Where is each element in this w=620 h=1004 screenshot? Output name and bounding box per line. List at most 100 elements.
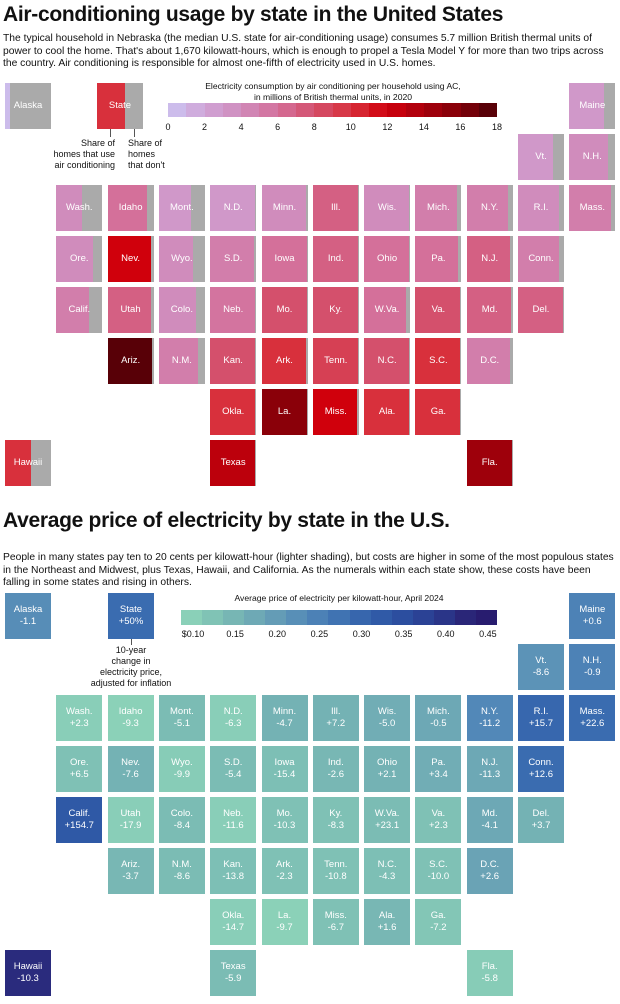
no-ac-share-fill — [193, 236, 205, 282]
price-change-value: -2.6 — [327, 769, 344, 780]
sample-change-value: +50% — [118, 616, 144, 627]
price-colorbar-step — [370, 610, 392, 625]
ac-tile-mont: Mont. — [158, 185, 205, 231]
state-label: Md. — [481, 304, 498, 315]
price-change-value: -13.8 — [222, 871, 245, 882]
state-label-group: Utah -17.9 — [108, 808, 154, 832]
ac-tile-w-va: W.Va. — [364, 287, 411, 333]
no-ac-share-fill — [460, 338, 462, 384]
state-label: Conn. — [528, 253, 554, 264]
price-tile-ky: Ky. -8.3 — [312, 797, 359, 843]
ac-tick-label: 10 — [345, 122, 356, 132]
price-tile-n-h: N.H. -0.9 — [569, 644, 616, 690]
ac-tick-label: 0 — [165, 122, 171, 132]
state-label: La. — [277, 910, 292, 921]
no-ac-share-fill — [357, 287, 359, 333]
ac-colorbar-step — [222, 103, 242, 117]
no-ac-share-fill — [508, 185, 513, 231]
ac-tile-ala: Ala. — [364, 389, 411, 435]
state-label-group: Fla. -5.8 — [467, 961, 513, 985]
price-colorbar-step — [181, 610, 203, 625]
ac-tile-maine: Maine — [569, 83, 616, 129]
no-ac-share-fill — [81, 185, 103, 231]
state-label: N.J. — [481, 757, 499, 768]
ac-tick-label: 14 — [418, 122, 429, 132]
price-map-title: Average price of electricity by state in… — [3, 509, 450, 532]
state-label-group: Ore. +6.5 — [56, 757, 102, 781]
no-ac-share-fill — [357, 338, 359, 384]
price-change-value: +3.7 — [531, 820, 551, 831]
price-change-value: -0.9 — [584, 667, 601, 678]
state-label: Pa. — [431, 253, 446, 264]
price-tile-mo: Mo. -10.3 — [261, 797, 308, 843]
ac-share-fill — [56, 236, 94, 282]
price-colorbar-step — [286, 610, 308, 625]
no-ac-share-fill — [608, 134, 616, 180]
price-tile-neb: Neb. -11.6 — [210, 797, 257, 843]
price-change-value: -10.0 — [427, 871, 450, 882]
state-label: Fla. — [481, 961, 498, 972]
ac-share-fill — [107, 185, 147, 231]
ac-colorbar — [168, 103, 498, 117]
ac-tile-alaska: Alaska — [5, 83, 51, 129]
price-colorbar-step — [391, 610, 413, 625]
price-colorbar-step — [244, 610, 266, 625]
state-label: D.C. — [480, 859, 500, 870]
ac-share-fill — [261, 338, 307, 384]
note-share-ac: Share of homes that use air conditioning — [53, 138, 115, 171]
state-label: Alaska — [13, 604, 43, 615]
state-label-group: Calif. +154.7 — [56, 808, 102, 832]
price-colorbar-step — [433, 610, 455, 625]
state-label: Mich. — [427, 202, 450, 213]
ac-share-fill — [466, 338, 511, 384]
no-ac-share-fill — [253, 236, 257, 282]
ac-tile-tenn: Tenn. — [312, 338, 359, 384]
state-label: N.Y. — [481, 706, 499, 717]
ac-share-fill — [312, 287, 358, 333]
price-change-value: -1.1 — [19, 616, 37, 627]
no-ac-share-fill — [610, 185, 616, 231]
note-line: adjusted for inflation — [90, 678, 172, 688]
state-label: Mo. — [276, 808, 293, 819]
ac-share-fill — [364, 389, 409, 435]
ac-tile-ga: Ga. — [415, 389, 462, 435]
ac-tile-miss: Miss. — [312, 389, 359, 435]
price-change-value: +15.7 — [528, 718, 554, 729]
price-tile-n-m: N.M. -8.6 — [158, 848, 205, 894]
state-label-group: Mich. -0.5 — [415, 706, 461, 730]
price-tile-s-d: S.D. -5.4 — [210, 746, 257, 792]
ac-share-fill — [261, 185, 307, 231]
ac-tile-fla: Fla. — [466, 440, 513, 486]
state-label-group: S.D. -5.4 — [210, 757, 256, 781]
state-label: Idaho — [118, 202, 143, 213]
no-ac-share-fill — [552, 134, 564, 180]
state-label: Minn. — [272, 202, 297, 213]
note-line: air conditioning — [54, 160, 115, 170]
ac-share-fill — [364, 236, 410, 282]
state-label-group: Colo. -8.4 — [159, 808, 205, 832]
price-tile-nev: Nev. -7.6 — [107, 746, 154, 792]
ac-share-fill — [312, 236, 358, 282]
ac-share-fill — [415, 389, 461, 435]
price-tile-va: Va. +2.3 — [415, 797, 462, 843]
price-tile-vt: Vt. -8.6 — [518, 644, 564, 690]
price-change-value: -9.7 — [276, 922, 293, 933]
state-label-group: D.C. +2.6 — [467, 859, 513, 883]
ac-tile-okla: Okla. — [210, 389, 257, 435]
state-label-group: Ala. +1.6 — [364, 910, 410, 934]
ac-tile-ariz: Ariz. — [107, 338, 154, 384]
price-change-value: -8.4 — [173, 820, 191, 831]
no-ac-share-fill — [254, 338, 257, 384]
price-tile-ariz: Ariz. -3.7 — [107, 848, 154, 894]
ac-colorbar-step — [405, 103, 424, 117]
state-label-group: Okla. -14.7 — [210, 910, 256, 934]
price-tile-fla: Fla. -5.8 — [466, 950, 513, 996]
ac-share-fill — [415, 236, 458, 282]
ac-share-fill — [107, 287, 152, 333]
price-change-value: -8.6 — [173, 871, 191, 882]
no-ac-share-fill — [89, 287, 103, 333]
no-ac-share-fill — [93, 236, 103, 282]
state-label-group: Alaska -1.1 — [5, 604, 51, 628]
ac-tile-texas: Texas — [210, 440, 257, 486]
